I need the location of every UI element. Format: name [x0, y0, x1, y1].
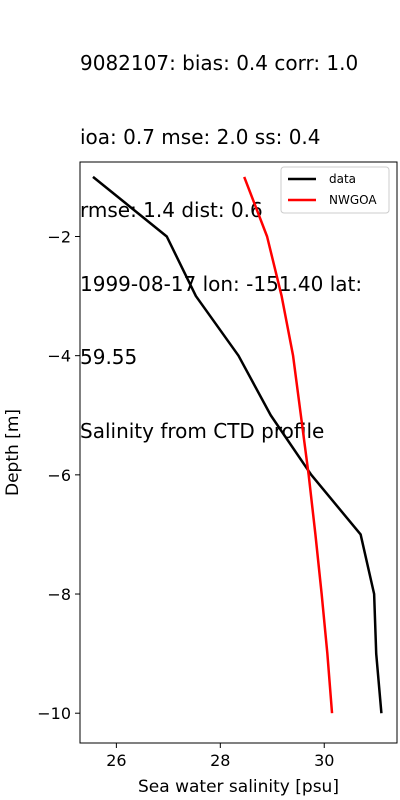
title-line: 9082107: bias: 0.4 corr: 1.0	[80, 51, 359, 75]
x-axis-label: Sea water salinity [psu]	[138, 777, 339, 797]
title-line: rmse: 1.4 dist: 0.6	[80, 198, 263, 222]
y-tick-label: −2	[47, 227, 71, 246]
y-tick-label: −4	[47, 347, 71, 366]
title-line: ioa: 0.7 mse: 2.0 ss: 0.4	[80, 124, 321, 149]
axes-layer: 26 28 30 −2 −4 −6 −8 −10 Sea water salinity [psu…	[3, 161, 398, 797]
series-layer	[92, 175, 383, 714]
chart-title: 9082107: bias: 0.4 corr: 1.0 ioa: 0.7 ms…	[80, 2, 398, 468]
x-tick-label: 26	[106, 751, 126, 770]
y-tick-label: −6	[47, 466, 71, 485]
title-line: 1999-08-17 lon: -151.40 lat:	[80, 271, 363, 296]
legend-label-data: data	[329, 172, 356, 186]
y-axis-label: Depth [m]	[3, 409, 23, 496]
y-tick-label: −8	[47, 585, 71, 604]
legend: data NWGOA	[280, 166, 390, 214]
title-line: 59.55	[80, 345, 138, 369]
legend-label-nwgoa: NWGOA	[329, 193, 377, 207]
x-tick-label: 30	[314, 751, 334, 770]
plot-frame	[79, 161, 398, 744]
title-line: Salinity from CTD profile	[80, 418, 325, 443]
x-tick-label: 28	[210, 751, 230, 770]
series-line-nwgoa	[243, 176, 334, 714]
y-tick-label: −10	[37, 704, 71, 723]
series-line-data	[92, 175, 383, 714]
